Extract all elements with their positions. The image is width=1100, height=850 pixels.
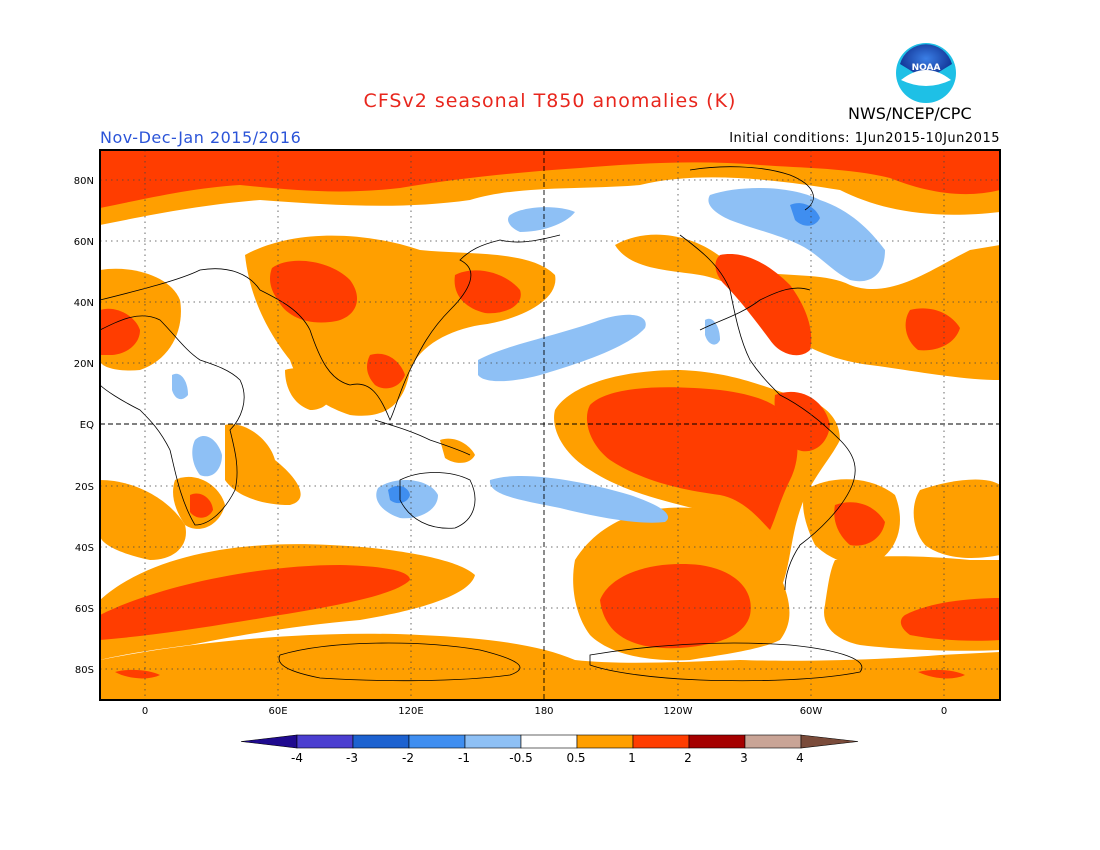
lon-label: 180 [534, 706, 553, 717]
lon-label: 0 [142, 706, 148, 717]
colorbar-swatch [464, 734, 522, 749]
lat-label: 60N [74, 237, 94, 248]
lon-label: 60E [268, 706, 287, 717]
colorbar-swatch [352, 734, 410, 749]
colorbar-swatch-highest [800, 734, 859, 749]
lat-label: 40S [75, 543, 94, 554]
lon-label: 0 [941, 706, 947, 717]
forecast-period: Nov-Dec-Jan 2015/2016 [100, 128, 302, 147]
colorbar-label: -3 [346, 751, 358, 765]
colorbar-swatch [688, 734, 746, 749]
colorbar-swatch [296, 734, 354, 749]
map-frame [99, 149, 1001, 701]
colorbar-label: 3 [740, 751, 748, 765]
lat-label: 40N [74, 298, 94, 309]
graticule [100, 150, 1000, 700]
equator-dateline [100, 150, 1000, 700]
colorbar-swatch-lowest [240, 734, 298, 749]
lat-label: 60S [75, 604, 94, 615]
coastlines [100, 166, 863, 682]
noaa-logo-icon: NOAA [896, 43, 956, 103]
colorbar-label: 4 [796, 751, 804, 765]
colorbar-label: -4 [291, 751, 303, 765]
lon-label: 120E [398, 706, 423, 717]
colorbar-swatch [520, 734, 578, 749]
colorbar-label: -2 [402, 751, 414, 765]
colorbar-label: -1 [458, 751, 470, 765]
colorbar [240, 734, 859, 749]
lat-label: 20N [74, 359, 94, 370]
lon-label: 60W [800, 706, 823, 717]
colorbar-swatch [576, 734, 634, 749]
map-title: CFSv2 seasonal T850 anomalies (K) [363, 90, 737, 112]
colorbar-label: 0.5 [566, 751, 586, 765]
lat-labels: 80N 60N 40N 20N EQ 20S 40S 60S 80S [74, 176, 94, 676]
agency-label: NWS/NCEP/CPC [848, 104, 972, 123]
colorbar-swatch [744, 734, 802, 749]
colorbar-label: 2 [684, 751, 692, 765]
anomaly-1-2-regions [100, 150, 1000, 679]
lon-label: 120W [664, 706, 693, 717]
anomaly-minus1-minus0p5-regions [172, 188, 885, 523]
anomaly-minus2-minus1-regions [388, 203, 820, 504]
colorbar-label: -0.5 [509, 751, 533, 765]
colorbar-label: 1 [628, 751, 636, 765]
colorbar-swatch [408, 734, 466, 749]
colorbar-swatch [632, 734, 690, 749]
lat-label: 80S [75, 665, 94, 676]
lon-labels: 0 60E 120E 180 120W 60W 0 [142, 706, 947, 717]
lat-label: 20S [75, 482, 94, 493]
lat-label: EQ [80, 420, 94, 431]
initial-conditions: Initial conditions: 1Jun2015-10Jun2015 [729, 131, 1000, 146]
lat-label: 80N [74, 176, 94, 187]
svg-text:NOAA: NOAA [912, 63, 941, 73]
